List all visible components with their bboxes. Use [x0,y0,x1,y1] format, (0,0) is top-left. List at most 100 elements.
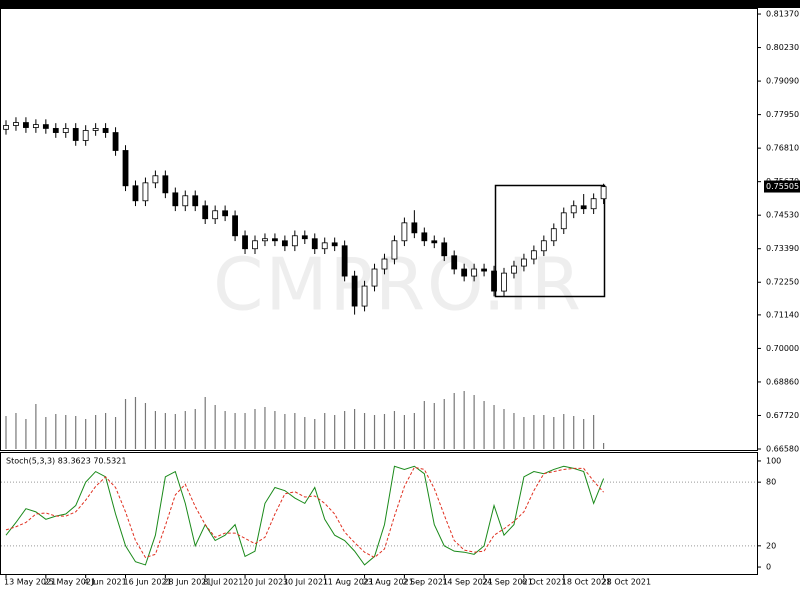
candle-body [321,242,328,250]
candle-body [481,268,487,272]
y-tick-label: 0.77950 [766,110,799,119]
y-tick-label: 0.76810 [766,144,799,153]
candle-body [441,242,448,257]
candle-body [560,212,567,230]
y-tick-label: 0.71140 [766,310,799,319]
current-price-label: 0.75505 [766,182,799,191]
candle-body [281,240,288,247]
x-tick-label: 24 Sep 2021 [482,578,533,587]
y-tick-label: 0.74530 [766,211,799,220]
y-tick-label: 0.80230 [766,43,799,52]
candle-body [242,235,248,250]
candle-body [222,210,229,217]
watermark: CMPRO.IR [213,243,583,327]
candle-body [291,235,298,247]
candle-body [331,242,338,247]
y-tick-label: 0.81370 [766,10,799,19]
candle-body [540,240,547,252]
candle-body [371,268,378,287]
x-tick-label: 6 Oct 2021 [522,578,566,587]
candle-body [162,175,169,194]
candle-body [212,210,219,220]
x-tick-label: 20 Jul 2021 [243,578,288,587]
y-tick-label: 0 [766,563,771,572]
candle-body [272,238,278,242]
x-tick-label: 23 Aug 2021 [363,578,414,587]
y-tick-label: 0.66580 [766,445,799,454]
y-tick-label: 0.79090 [766,77,799,86]
stoch-title: Stoch(5,3,3) 83.3623 70.5321 [6,457,126,466]
x-tick-label: 11 Aug 2021 [323,578,374,587]
candle-body [391,240,398,260]
x-tick-label: 2 Sep 2021 [402,578,448,587]
top-bar [0,0,800,8]
candle-body [311,238,318,250]
candle-body [232,215,238,237]
candle-body [112,132,119,151]
y-tick-label: 80 [766,478,776,487]
candle-body [32,124,39,128]
x-tick-label: 13 May 2021 [4,578,56,587]
x-tick-label: 18 Oct 2021 [562,578,611,587]
current-price-box [764,180,800,193]
candle-body [521,258,527,267]
candle-body [172,192,179,207]
stoch-line [5,466,604,559]
x-tick-label: 30 Jul 2021 [283,578,328,587]
x-tick-label: 14 Sep 2021 [442,578,493,587]
candle-body [341,245,348,277]
candle-body [451,255,458,270]
candle-body [600,186,607,200]
candle-body [301,235,308,240]
candle-body [82,130,89,141]
candle-body [13,122,19,126]
y-tick-label: 100 [766,456,781,465]
candle-body [550,228,557,242]
y-tick-label: 0.67720 [766,411,799,420]
candle-body [471,268,478,277]
candle-body [421,232,428,242]
candle-body [42,124,49,129]
candle-body [102,128,109,133]
candle-body [501,272,507,292]
candle-body [72,128,79,141]
y-tick-label: 0.70000 [766,344,799,353]
candle-body [52,128,59,133]
candle-body [530,250,537,260]
candle-body [461,268,468,277]
candle-body [411,222,418,234]
candle-body [152,175,159,184]
candle-body [23,122,29,128]
candle-body [182,195,189,207]
candle-body [361,285,368,307]
candle-body [590,198,597,210]
x-tick-label: 28 Oct 2021 [602,578,651,587]
candle-body [122,150,129,187]
candle-body [62,128,69,133]
highlight-box [494,184,606,298]
candle-body [252,240,258,250]
candle-body [570,205,577,214]
candle-body [511,265,517,274]
candle-body [202,205,209,220]
candle-body [92,128,99,131]
y-tick-label: 20 [766,541,776,550]
x-tick-label: 8 Jul 2021 [203,578,243,587]
x-tick-label: 16 Jun 2021 [124,578,172,587]
x-tick-label: 28 Jun 2021 [163,578,211,587]
x-tick-label: 4 Jun 2021 [84,578,127,587]
candle-body [132,185,139,202]
x-tick-label: 25 May 2021 [44,578,96,587]
stoch-frame [0,452,758,575]
candle-body [351,275,358,307]
candle-body [192,195,199,207]
candle-body [3,125,9,130]
candle-body [401,222,408,242]
candle-body [491,270,497,292]
y-tick-label: 0.72250 [766,278,799,287]
candle-body [142,182,149,202]
main-frame [0,8,758,451]
y-tick-label: 0.68860 [766,377,799,386]
